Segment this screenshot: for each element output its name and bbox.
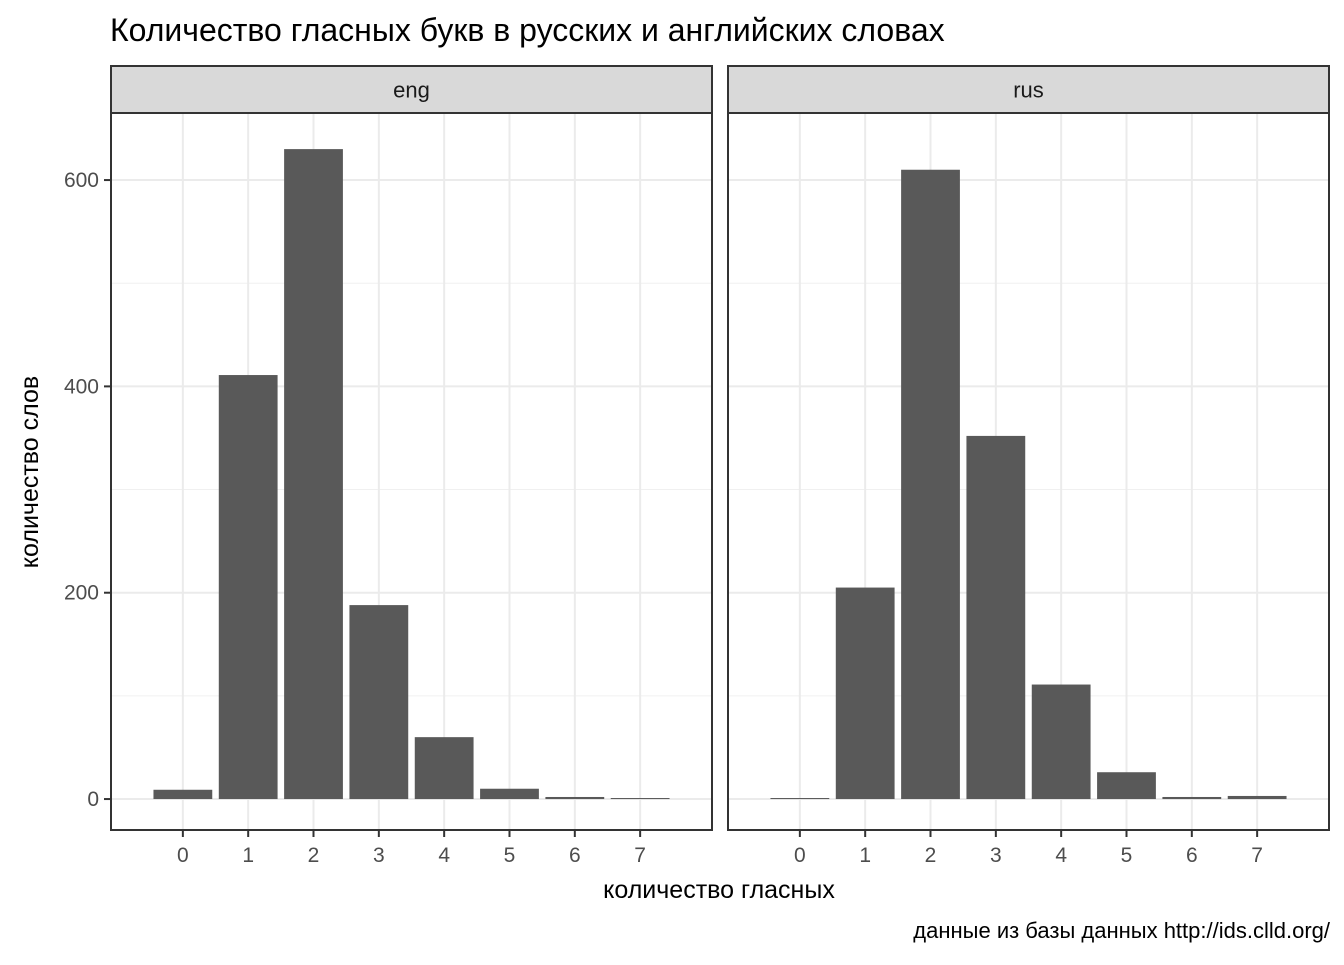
x-tick-label: 2: [925, 844, 937, 867]
x-tick-label: 2: [308, 844, 320, 867]
bar-eng-6: [545, 796, 605, 800]
y-tick-label: 400: [64, 375, 99, 398]
x-tick-label: 7: [634, 844, 646, 867]
bar-rus-2: [901, 169, 960, 800]
x-tick-label: 4: [438, 844, 450, 867]
x-tick-label: 5: [1121, 844, 1133, 867]
x-tick-label: 1: [242, 844, 254, 867]
bar-rus-3: [966, 435, 1026, 800]
panel-background: [111, 113, 712, 830]
chart-title: Количество гласных букв в русских и англ…: [110, 12, 945, 48]
x-tick-label: 0: [794, 844, 806, 867]
x-tick-label: 6: [1186, 844, 1198, 867]
bar-eng-4: [414, 737, 474, 800]
y-tick-label: 0: [87, 788, 99, 811]
x-tick-label: 5: [504, 844, 516, 867]
bar-rus-4: [1031, 684, 1091, 800]
chart-caption: данные из базы данных http://ids.clld.or…: [913, 918, 1331, 943]
panel-background: [728, 113, 1329, 830]
bar-rus-6: [1162, 796, 1222, 800]
bar-eng-5: [480, 788, 539, 800]
bar-eng-7: [610, 798, 670, 800]
bar-eng-3: [349, 605, 409, 800]
y-axis-title: количество слов: [16, 376, 44, 568]
bar-rus-7: [1227, 795, 1287, 800]
bar-eng-0: [153, 789, 213, 800]
facet-strip-label: rus: [1013, 78, 1044, 103]
x-tick-label: 7: [1251, 844, 1263, 867]
x-tick-label: 3: [990, 844, 1002, 867]
y-tick-label: 600: [64, 169, 99, 192]
facet-panel-eng: eng 0 1 2 3 4 5 6 7: [110, 65, 713, 867]
x-tick-label: 1: [859, 844, 871, 867]
bar-rus-0: [770, 798, 830, 800]
x-axis-title: количество гласных: [603, 876, 835, 904]
facet-strip: [110, 65, 713, 114]
facet-strip: [727, 65, 1330, 114]
bar-rus-1: [835, 587, 895, 800]
bar-rus-5: [1097, 772, 1156, 800]
y-axis: 0 200 400 600: [64, 169, 111, 811]
bar-eng-2: [284, 149, 343, 800]
facet-panel-rus: rus 0 1 2 3 4 5 6 7: [727, 65, 1330, 867]
y-tick-label: 200: [64, 582, 99, 605]
x-tick-label: 6: [569, 844, 581, 867]
x-tick-label: 4: [1055, 844, 1067, 867]
x-tick-label: 3: [373, 844, 385, 867]
x-tick-label: 0: [177, 844, 189, 867]
bar-eng-1: [218, 375, 278, 800]
facet-strip-label: eng: [393, 78, 430, 103]
facet-panels: eng 0 1 2 3 4 5 6 7 rus 0 1 2 3 4 5 6 7: [110, 65, 1330, 867]
